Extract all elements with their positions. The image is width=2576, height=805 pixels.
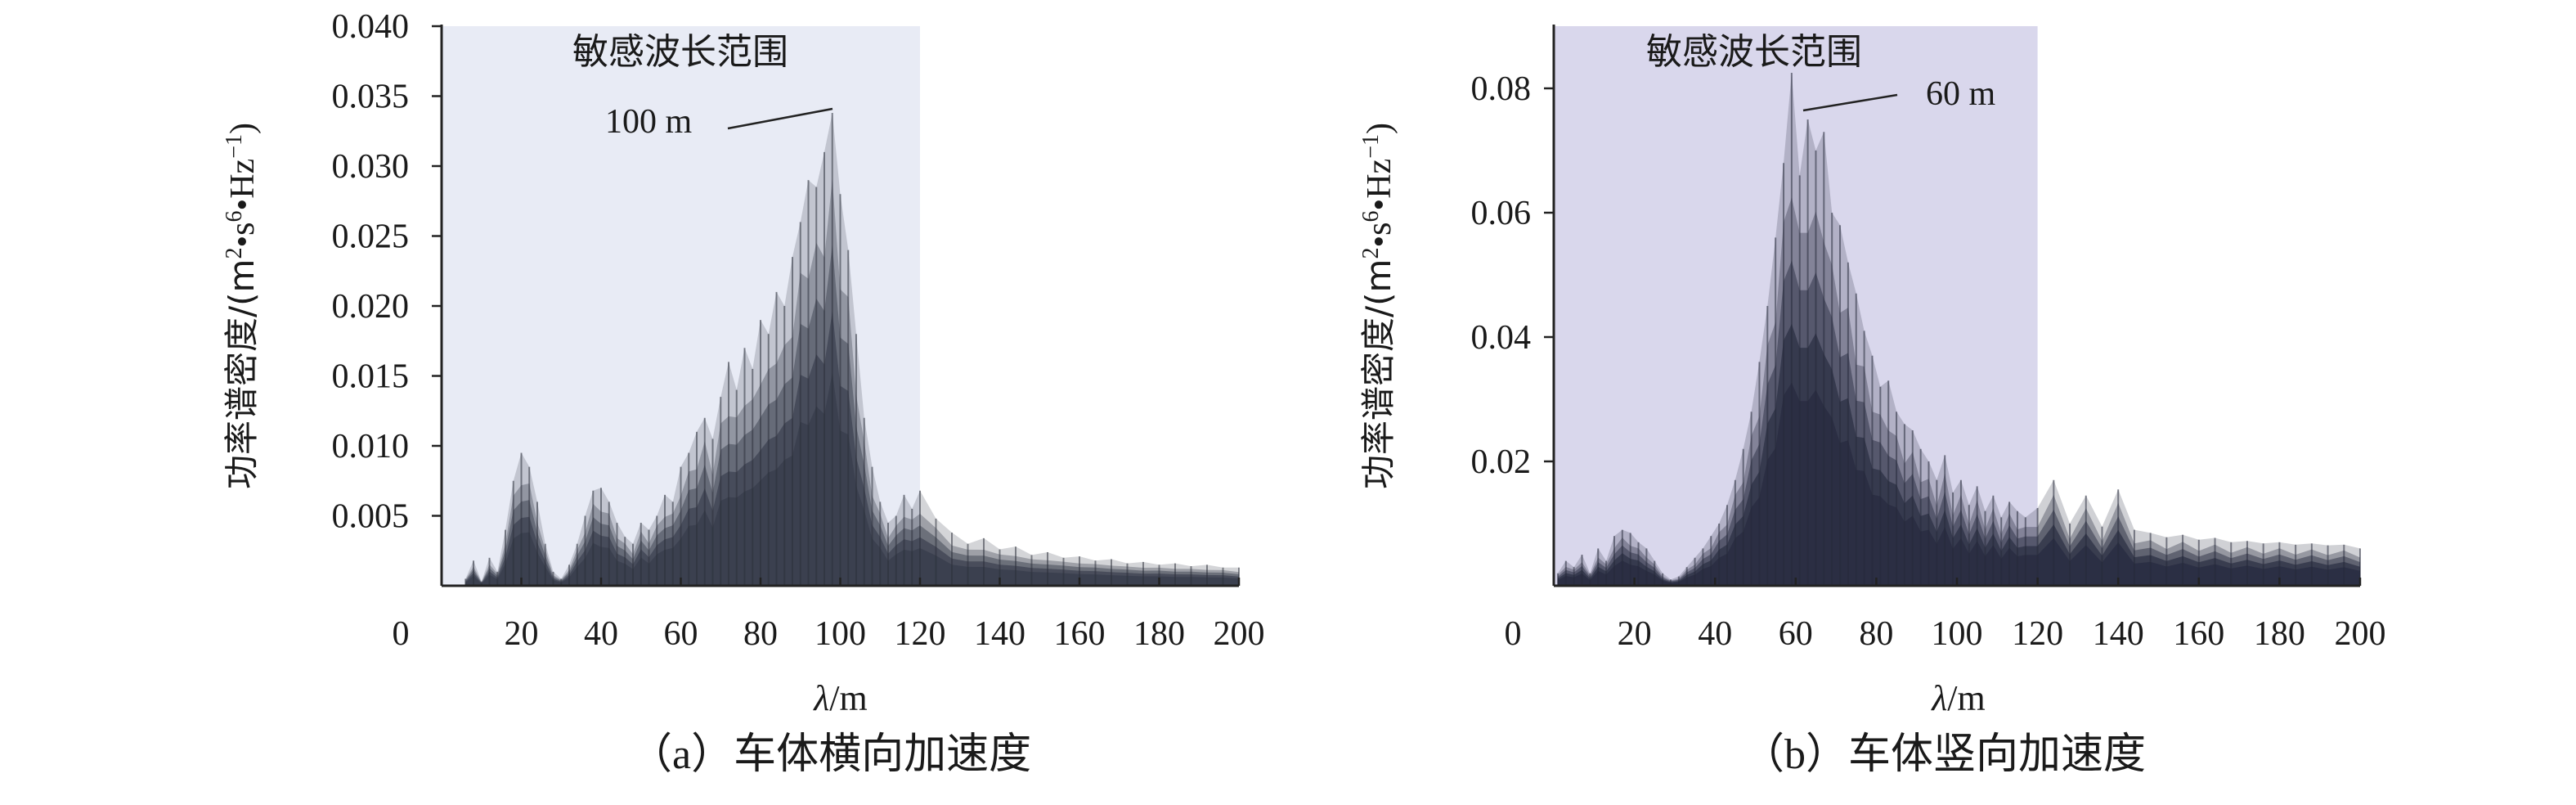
chart-a-x-tick-label: 80 bbox=[743, 615, 778, 653]
chart-a-x-tick-label: 20 bbox=[505, 615, 539, 653]
chart-b-area-layer bbox=[1557, 382, 2360, 586]
chart-a-origin-label: 0 bbox=[393, 615, 410, 653]
chart-b-y-tick-label: 0.06 bbox=[1471, 195, 1532, 232]
chart-a-data-area bbox=[464, 113, 1240, 586]
chart-b-x-tick-label: 80 bbox=[1859, 615, 1893, 653]
chart-a-x-tick-label: 200 bbox=[1214, 615, 1265, 653]
chart-a-area-layer bbox=[465, 113, 1239, 586]
caption-a-text: 车体横向加速度 bbox=[734, 730, 1032, 779]
chart-a-y-tick-label: 0.010 bbox=[332, 428, 410, 465]
chart-b-y-tick-label: 0.02 bbox=[1471, 443, 1532, 481]
chart-a-y-tick-label: 0.035 bbox=[332, 79, 410, 116]
chart-b-x-tick-label: 180 bbox=[2254, 615, 2305, 653]
chart-a-area-layer bbox=[465, 372, 1239, 586]
chart-b-x-tick-label: 120 bbox=[2012, 615, 2063, 653]
chart-b-x-tick-labels: 20 40 60 80 100 120 140 160 180 200 bbox=[1618, 615, 2386, 653]
chart-a-y-axis-label: 功率谱密度/(m2•s6•Hz−1) bbox=[222, 123, 263, 489]
chart-b-x-tick-label: 100 bbox=[1932, 615, 1983, 653]
chart-a-y-tick-label: 0.040 bbox=[332, 8, 410, 46]
chart-a-y-tick-label: 0.005 bbox=[332, 498, 410, 536]
chart-b-annotation: 60 m bbox=[1926, 75, 1996, 113]
chart-b-x-tick-label: 60 bbox=[1779, 615, 1813, 653]
caption-b-text: 车体竖向加速度 bbox=[1848, 730, 2147, 779]
chart-b-annotation-line bbox=[1802, 93, 1898, 112]
chart-a-x-tick-label: 180 bbox=[1133, 615, 1185, 653]
chart-a-x-tick-label: 140 bbox=[974, 615, 1025, 653]
chart-a-x-axis-label: λ/m bbox=[812, 678, 868, 718]
chart-a: 0.005 0.010 0.015 0.020 0.025 0.030 0.035 0.040… bbox=[222, 8, 1265, 718]
chart-b-y-tick-labels: 0.02 0.04 0.06 0.08 bbox=[1471, 70, 1532, 481]
chart-b-region-label: 敏感波长范围 bbox=[1646, 31, 1862, 73]
chart-b-y-tick-label: 0.04 bbox=[1471, 319, 1532, 357]
chart-a-x-tick-label: 160 bbox=[1054, 615, 1106, 653]
chart-a-annotation: 100 m bbox=[605, 103, 693, 141]
chart-b-x-axis-label: λ/m bbox=[1930, 678, 1986, 718]
chart-a-area-layer bbox=[465, 245, 1239, 586]
caption-a-prefix: （a） bbox=[630, 731, 734, 778]
chart-a-area-layer bbox=[465, 178, 1239, 586]
chart-b-x-tick-label: 160 bbox=[2173, 615, 2224, 653]
caption-b: （b）车体竖向加速度 bbox=[1742, 733, 2146, 776]
chart-a-y-tick-labels: 0.005 0.010 0.015 0.020 0.025 0.030 0.035 0.040 bbox=[332, 8, 410, 536]
chart-a-region-label: 敏感波长范围 bbox=[572, 31, 788, 73]
chart-b-origin-label: 0 bbox=[1505, 615, 1522, 653]
chart-b-y-tick-label: 0.08 bbox=[1471, 70, 1532, 108]
chart-a-annotation-line bbox=[727, 107, 833, 130]
chart-a-x-tick-labels: 20 40 60 80 100 120 140 160 180 200 bbox=[505, 615, 1265, 653]
chart-a-y-tick-label: 0.015 bbox=[332, 358, 410, 396]
chart-b-axes bbox=[1544, 25, 2362, 587]
chart-a-x-tick-label: 40 bbox=[584, 615, 618, 653]
chart-a-y-tick-label: 0.025 bbox=[332, 218, 410, 256]
chart-a-y-tick-label: 0.020 bbox=[332, 288, 410, 326]
chart-b-x-tick-label: 140 bbox=[2093, 615, 2144, 653]
chart-b-x-tick-label: 200 bbox=[2335, 615, 2386, 653]
chart-a-x-tick-label: 100 bbox=[815, 615, 866, 653]
chart-b-data-area bbox=[1556, 73, 2361, 586]
caption-a: （a）车体横向加速度 bbox=[630, 733, 1031, 776]
chart-b-y-axis-label: 功率谱密度/(m2•s6•Hz−1) bbox=[1358, 123, 1399, 489]
chart-a-x-tick-label: 120 bbox=[895, 615, 946, 653]
chart-a-x-tick-label: 60 bbox=[664, 615, 698, 653]
caption-b-prefix: （b） bbox=[1742, 731, 1849, 778]
chart-a-axes bbox=[432, 25, 1241, 587]
chart-a-y-tick-label: 0.030 bbox=[332, 148, 410, 186]
chart-b-x-tick-label: 40 bbox=[1698, 615, 1732, 653]
chart-b: 0.02 0.04 0.06 0.08 20 40 60 80 100 120 140 160 180… bbox=[1358, 25, 2386, 718]
chart-a-area-layer bbox=[465, 311, 1239, 586]
chart-b-x-tick-label: 20 bbox=[1618, 615, 1652, 653]
